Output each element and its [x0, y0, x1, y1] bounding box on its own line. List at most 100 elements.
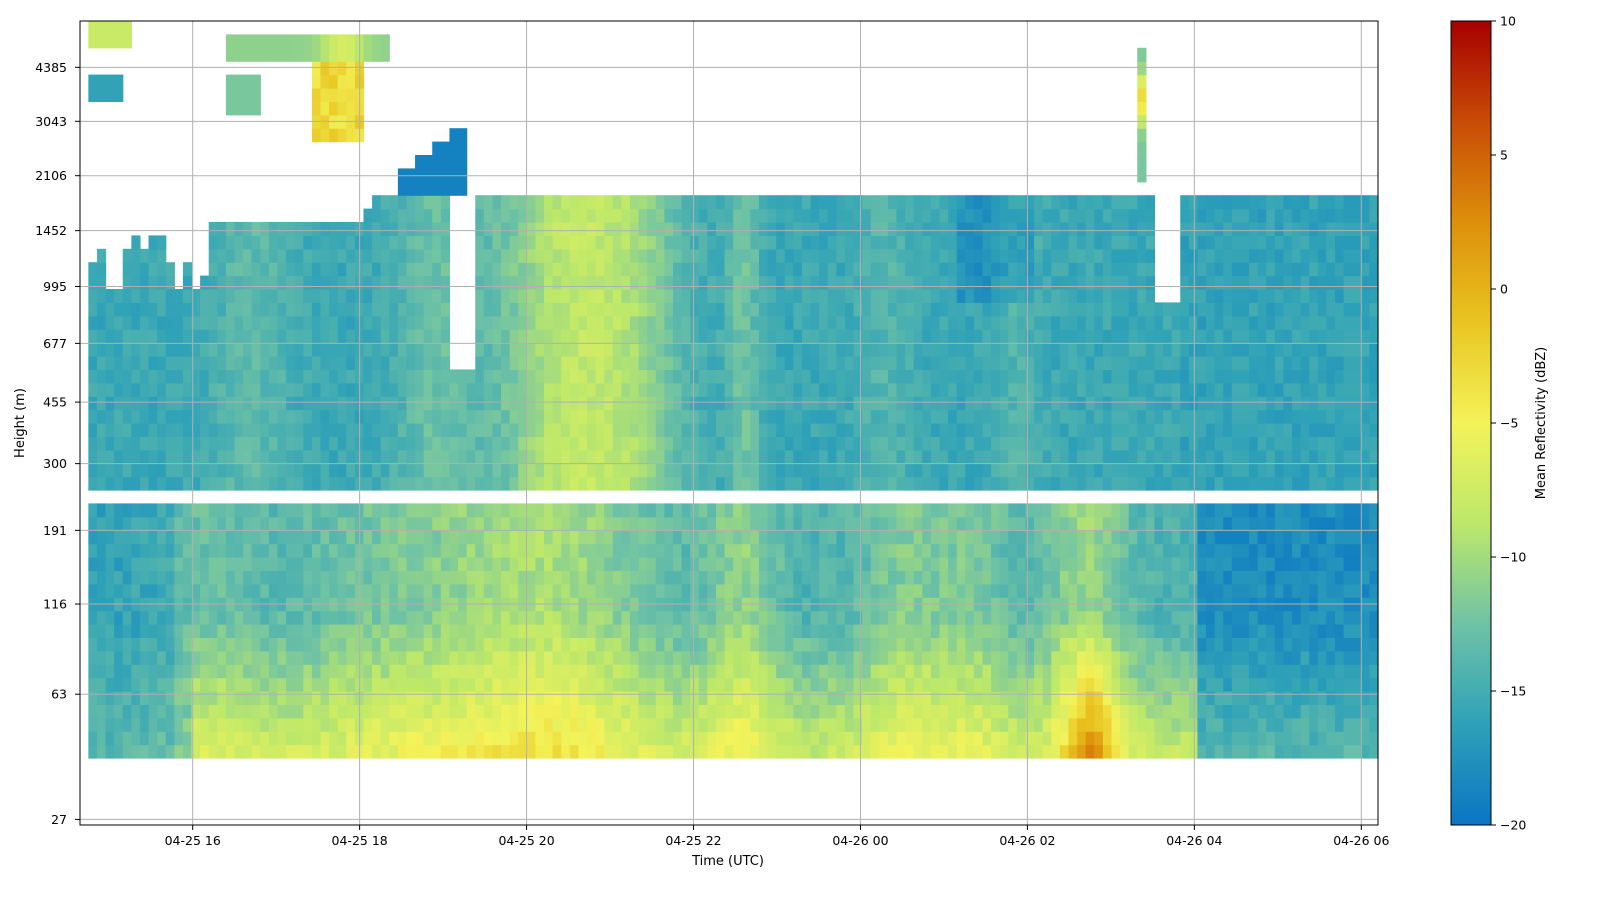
- heatmap-cell: [1051, 289, 1061, 303]
- heatmap-cell: [1120, 570, 1130, 585]
- heatmap-cell: [853, 356, 863, 370]
- heatmap-cell: [698, 275, 708, 290]
- heatmap-cell: [1042, 449, 1052, 464]
- heatmap-cell: [552, 624, 562, 638]
- heatmap-cell: [234, 664, 244, 679]
- heatmap-cell: [647, 664, 657, 679]
- heatmap-cell: [655, 530, 665, 545]
- heatmap-cell: [862, 235, 872, 250]
- heatmap-cell: [114, 396, 124, 411]
- heatmap-cell: [621, 543, 631, 558]
- heatmap-cell: [286, 302, 296, 317]
- heatmap-cell: [965, 503, 975, 518]
- heatmap-cell: [973, 195, 984, 210]
- heatmap-cell: [870, 744, 880, 759]
- heatmap-cell: [475, 396, 485, 411]
- heatmap-cell: [1128, 637, 1138, 652]
- heatmap-cell: [1016, 208, 1027, 223]
- heatmap-cell: [320, 664, 330, 679]
- heatmap-cell: [776, 195, 786, 210]
- heatmap-cell: [114, 34, 124, 49]
- heatmap-cell: [982, 691, 992, 705]
- heatmap-cell: [311, 34, 322, 49]
- heatmap-cell: [939, 195, 949, 210]
- heatmap-cell: [1051, 329, 1061, 344]
- heatmap-cell: [1068, 744, 1078, 759]
- heatmap-cell: [552, 289, 562, 303]
- heatmap-cell: [165, 289, 175, 303]
- heatmap-cell: [587, 409, 597, 424]
- heatmap-cell: [303, 717, 313, 732]
- heatmap-cell: [1042, 610, 1052, 625]
- heatmap-cell: [896, 369, 906, 384]
- heatmap-cell: [363, 423, 373, 437]
- heatmap-cell: [1034, 315, 1044, 330]
- heatmap-cell: [1137, 664, 1147, 679]
- heatmap-cell: [991, 262, 1001, 277]
- heatmap-cell: [509, 570, 519, 585]
- heatmap-cell: [819, 369, 829, 384]
- heatmap-cell: [750, 691, 760, 705]
- heatmap-cell: [432, 731, 442, 746]
- heatmap-cell: [715, 195, 726, 210]
- heatmap-cell: [647, 557, 657, 571]
- heatmap-cell: [380, 34, 390, 49]
- heatmap-cell: [999, 423, 1009, 437]
- heatmap-cell: [182, 396, 193, 411]
- heatmap-cell: [655, 356, 665, 370]
- heatmap-cell: [578, 329, 588, 344]
- heatmap-cell: [604, 382, 614, 397]
- heatmap-cell: [406, 744, 416, 759]
- heatmap-cell: [105, 570, 115, 585]
- heatmap-cell: [320, 530, 330, 545]
- heatmap-cell: [397, 664, 408, 679]
- heatmap-cell: [518, 503, 528, 518]
- heatmap-cell: [862, 396, 872, 411]
- heatmap-cell: [896, 717, 906, 732]
- heatmap-cell: [733, 664, 743, 679]
- heatmap-cell: [948, 342, 958, 357]
- heatmap-cell: [363, 262, 373, 277]
- heatmap-cell: [1051, 463, 1061, 478]
- heatmap-cell: [999, 449, 1009, 464]
- heatmap-cell: [234, 356, 244, 370]
- heatmap-cell: [801, 423, 812, 437]
- heatmap-cell: [587, 704, 597, 719]
- heatmap-cell: [1068, 664, 1078, 679]
- heatmap-cell: [853, 557, 863, 571]
- heatmap-cell: [320, 744, 330, 759]
- heatmap-cell: [707, 436, 717, 451]
- heatmap-cell: [114, 503, 124, 518]
- heatmap-cell: [337, 610, 347, 625]
- heatmap-cell: [182, 583, 193, 598]
- heatmap-cell: [208, 449, 218, 464]
- heatmap-cell: [965, 650, 975, 665]
- heatmap-cell: [973, 302, 984, 317]
- heatmap-cell: [1102, 342, 1113, 357]
- heatmap-cell: [552, 235, 562, 250]
- heatmap-cell: [1008, 583, 1018, 598]
- heatmap-cell: [1068, 342, 1078, 357]
- heatmap-cell: [423, 650, 433, 665]
- heatmap-cell: [741, 570, 751, 585]
- heatmap-cell: [415, 262, 425, 277]
- heatmap-cell: [887, 650, 898, 665]
- heatmap-cell: [372, 476, 382, 491]
- heatmap-cell: [234, 248, 244, 263]
- heatmap-cell: [492, 744, 502, 759]
- heatmap-cell: [1077, 717, 1087, 732]
- heatmap-cell: [526, 289, 537, 303]
- heatmap-cell: [638, 369, 648, 384]
- heatmap-cell: [922, 356, 932, 370]
- heatmap-cell: [827, 664, 837, 679]
- heatmap-cell: [380, 222, 390, 236]
- heatmap-cell: [948, 731, 958, 746]
- heatmap-cell: [905, 570, 915, 585]
- heatmap-cell: [741, 624, 751, 638]
- heatmap-cell: [234, 570, 244, 585]
- heatmap-cell: [122, 557, 132, 571]
- heatmap-cell: [294, 691, 304, 705]
- heatmap-cell: [569, 235, 580, 250]
- heatmap-cell: [587, 262, 597, 277]
- heatmap-cell: [793, 637, 803, 652]
